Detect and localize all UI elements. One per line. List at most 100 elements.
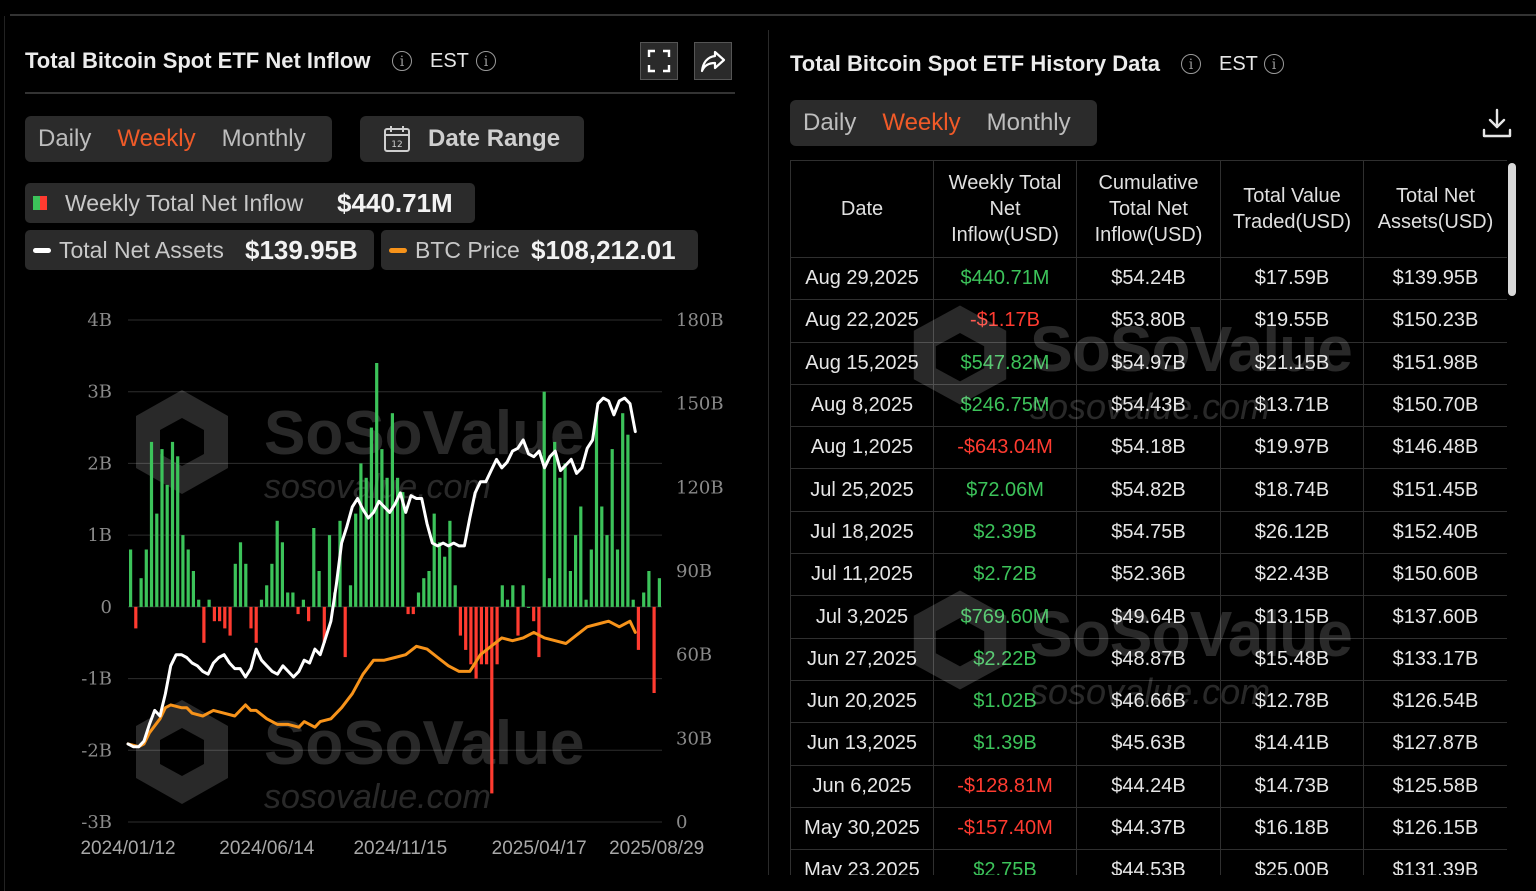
cell-net-assets: $139.95B [1363, 256, 1507, 301]
y-right-tick-label: 150B [676, 394, 724, 415]
inflow-bar [364, 477, 368, 607]
share-button[interactable] [694, 42, 732, 80]
inflow-bar [437, 542, 442, 607]
fullscreen-button[interactable] [640, 42, 678, 80]
cell-value-traded: $19.97B [1220, 426, 1364, 470]
table-row[interactable]: Jun 6,2025 -$128.81M $44.24B $14.73B $125.58… [790, 764, 1507, 808]
y-right-tick-label: 120B [676, 477, 724, 498]
inflow-chart[interactable]: SoSoValuesosovalue.comSoSoValuesosovalue… [0, 300, 760, 880]
inflow-bar [238, 542, 243, 607]
table-scrollbar[interactable] [1508, 163, 1516, 296]
tab-monthly[interactable]: Monthly [221, 125, 306, 152]
table-row[interactable]: Jul 11,2025 $2.72B $52.36B $22.43B $150.60B [790, 553, 1507, 597]
cell-date: Aug 15,2025 [790, 341, 934, 385]
info-icon[interactable]: i [392, 51, 412, 71]
table-row[interactable]: Jun 13,2025 $1.39B $45.63B $14.41B $127.87B [790, 722, 1507, 766]
inflow-bar [375, 363, 379, 607]
col-header-net-assets[interactable]: Total Net Assets(USD) [1363, 160, 1507, 258]
cell-cumulative: $54.18B [1076, 426, 1221, 470]
cell-value-traded: $14.73B [1220, 764, 1364, 808]
inflow-bar [448, 520, 452, 607]
cell-weekly-inflow: -$157.40M [933, 806, 1077, 851]
cell-value-traded: $16.18B [1220, 806, 1364, 851]
inflow-bar [160, 449, 164, 607]
inflow-bar [443, 556, 447, 607]
inflow-bar [626, 434, 630, 607]
fullscreen-icon [647, 49, 671, 73]
tab-weekly[interactable]: Weekly [117, 125, 196, 152]
cell-cumulative: $44.37B [1076, 806, 1221, 851]
y-left-tick-label: -3B [81, 812, 112, 833]
inflow-bar [453, 585, 457, 607]
table-row[interactable]: Jun 27,2025 $2.22B $48.87B $15.48B $133.17B [790, 637, 1507, 681]
btc-price-summary: BTC Price $108,212.01 [381, 230, 698, 270]
history-timezone-info-icon[interactable]: i [1264, 54, 1284, 74]
cell-date: Jul 11,2025 [790, 553, 934, 597]
inflow-bar [312, 528, 316, 607]
inflow-bar [600, 506, 604, 607]
inflow-bar [568, 571, 572, 607]
table-row[interactable]: Jul 25,2025 $72.06M $54.82B $18.74B $151.45B [790, 468, 1507, 512]
inflow-bar [228, 606, 232, 636]
cell-value-traded: $12.78B [1220, 679, 1364, 724]
cell-value-traded: $17.59B [1220, 256, 1364, 301]
history-tab-weekly[interactable]: Weekly [882, 109, 961, 136]
inflow-bar [621, 413, 625, 607]
table-row[interactable]: Aug 29,2025 $440.71M $54.24B $17.59B $139.95… [790, 256, 1507, 301]
x-tick-label: 2024/11/15 [353, 838, 447, 859]
inflow-bar [301, 599, 305, 607]
col-header-weekly-inflow[interactable]: Weekly Total Net Inflow(USD) [933, 160, 1077, 258]
date-range-button[interactable]: 12 Date Range [360, 116, 584, 162]
cell-value-traded: $22.43B [1220, 553, 1364, 597]
cell-value-traded: $18.74B [1220, 468, 1364, 512]
inflow-bar [605, 535, 609, 607]
table-row[interactable]: Aug 22,2025 -$1.17B $53.80B $19.55B $150.23B [790, 299, 1507, 343]
y-left-tick-label: 2B [87, 453, 112, 474]
history-table-container[interactable]: Date Weekly Total Net Inflow(USD) Cumula… [790, 160, 1507, 875]
col-header-cumulative[interactable]: Cumulative Total Net Inflow(USD) [1076, 160, 1221, 258]
table-row[interactable]: Jul 3,2025 $769.60M $49.64B $13.15B $137.60B [790, 595, 1507, 639]
inflow-bar [223, 606, 227, 629]
cell-cumulative: $53.80B [1076, 299, 1221, 343]
table-row[interactable]: Aug 1,2025 -$643.04M $54.18B $19.97B $146.48… [790, 426, 1507, 470]
inflow-bar [149, 441, 154, 607]
svg-text:12: 12 [391, 140, 402, 150]
cell-net-assets: $151.98B [1363, 341, 1507, 385]
inflow-bar [464, 606, 468, 650]
history-tab-daily[interactable]: Daily [803, 109, 857, 136]
inflow-bar [380, 449, 384, 607]
panel-divider [768, 30, 769, 875]
timezone-info-icon[interactable]: i [476, 51, 496, 71]
inflow-bar [631, 599, 635, 607]
inflow-bar [416, 592, 421, 607]
history-info-icon[interactable]: i [1181, 54, 1201, 74]
cell-value-traded: $13.71B [1220, 383, 1364, 428]
table-row[interactable]: May 23,2025 $2.75B $44.53B $25.00B $131.39B [790, 849, 1507, 875]
calendar-icon: 12 [384, 126, 410, 152]
download-icon[interactable] [1480, 106, 1514, 140]
net-inflow-summary: Weekly Total Net Inflow $440.71M [25, 183, 475, 223]
chart-watermark-domain: sosovalue.com [264, 778, 491, 816]
col-header-value-traded[interactable]: Total Value Traded(USD) [1220, 160, 1364, 258]
inflow-bar [369, 427, 373, 607]
cell-cumulative: $54.97B [1076, 341, 1221, 385]
table-row[interactable]: Jun 20,2025 $1.02B $46.66B $12.78B $126.54B [790, 679, 1507, 724]
table-row[interactable]: Jul 18,2025 $2.39B $54.75B $26.12B $152.40B [790, 510, 1507, 555]
table-row[interactable]: Aug 8,2025 $246.75M $54.43B $13.71B $150.70B [790, 383, 1507, 428]
inflow-bar [197, 599, 201, 607]
cell-date: Jun 6,2025 [790, 764, 934, 808]
cell-cumulative: $54.82B [1076, 468, 1221, 512]
cell-value-traded: $19.55B [1220, 299, 1364, 343]
inflow-bar [511, 585, 515, 607]
header-rule [25, 92, 735, 94]
tab-daily[interactable]: Daily [38, 125, 92, 152]
inflow-bar [652, 606, 656, 693]
history-tab-monthly[interactable]: Monthly [986, 109, 1071, 136]
inflow-bar [469, 606, 473, 665]
table-row[interactable]: Aug 15,2025 $547.82M $54.97B $21.15B $151.98… [790, 341, 1507, 385]
cell-weekly-inflow: $2.22B [933, 637, 1077, 681]
inflow-bar [170, 441, 175, 607]
col-header-date[interactable]: Date [790, 160, 934, 258]
table-row[interactable]: May 30,2025 -$157.40M $44.37B $16.18B $126.1… [790, 806, 1507, 851]
inflow-bar [636, 606, 640, 650]
